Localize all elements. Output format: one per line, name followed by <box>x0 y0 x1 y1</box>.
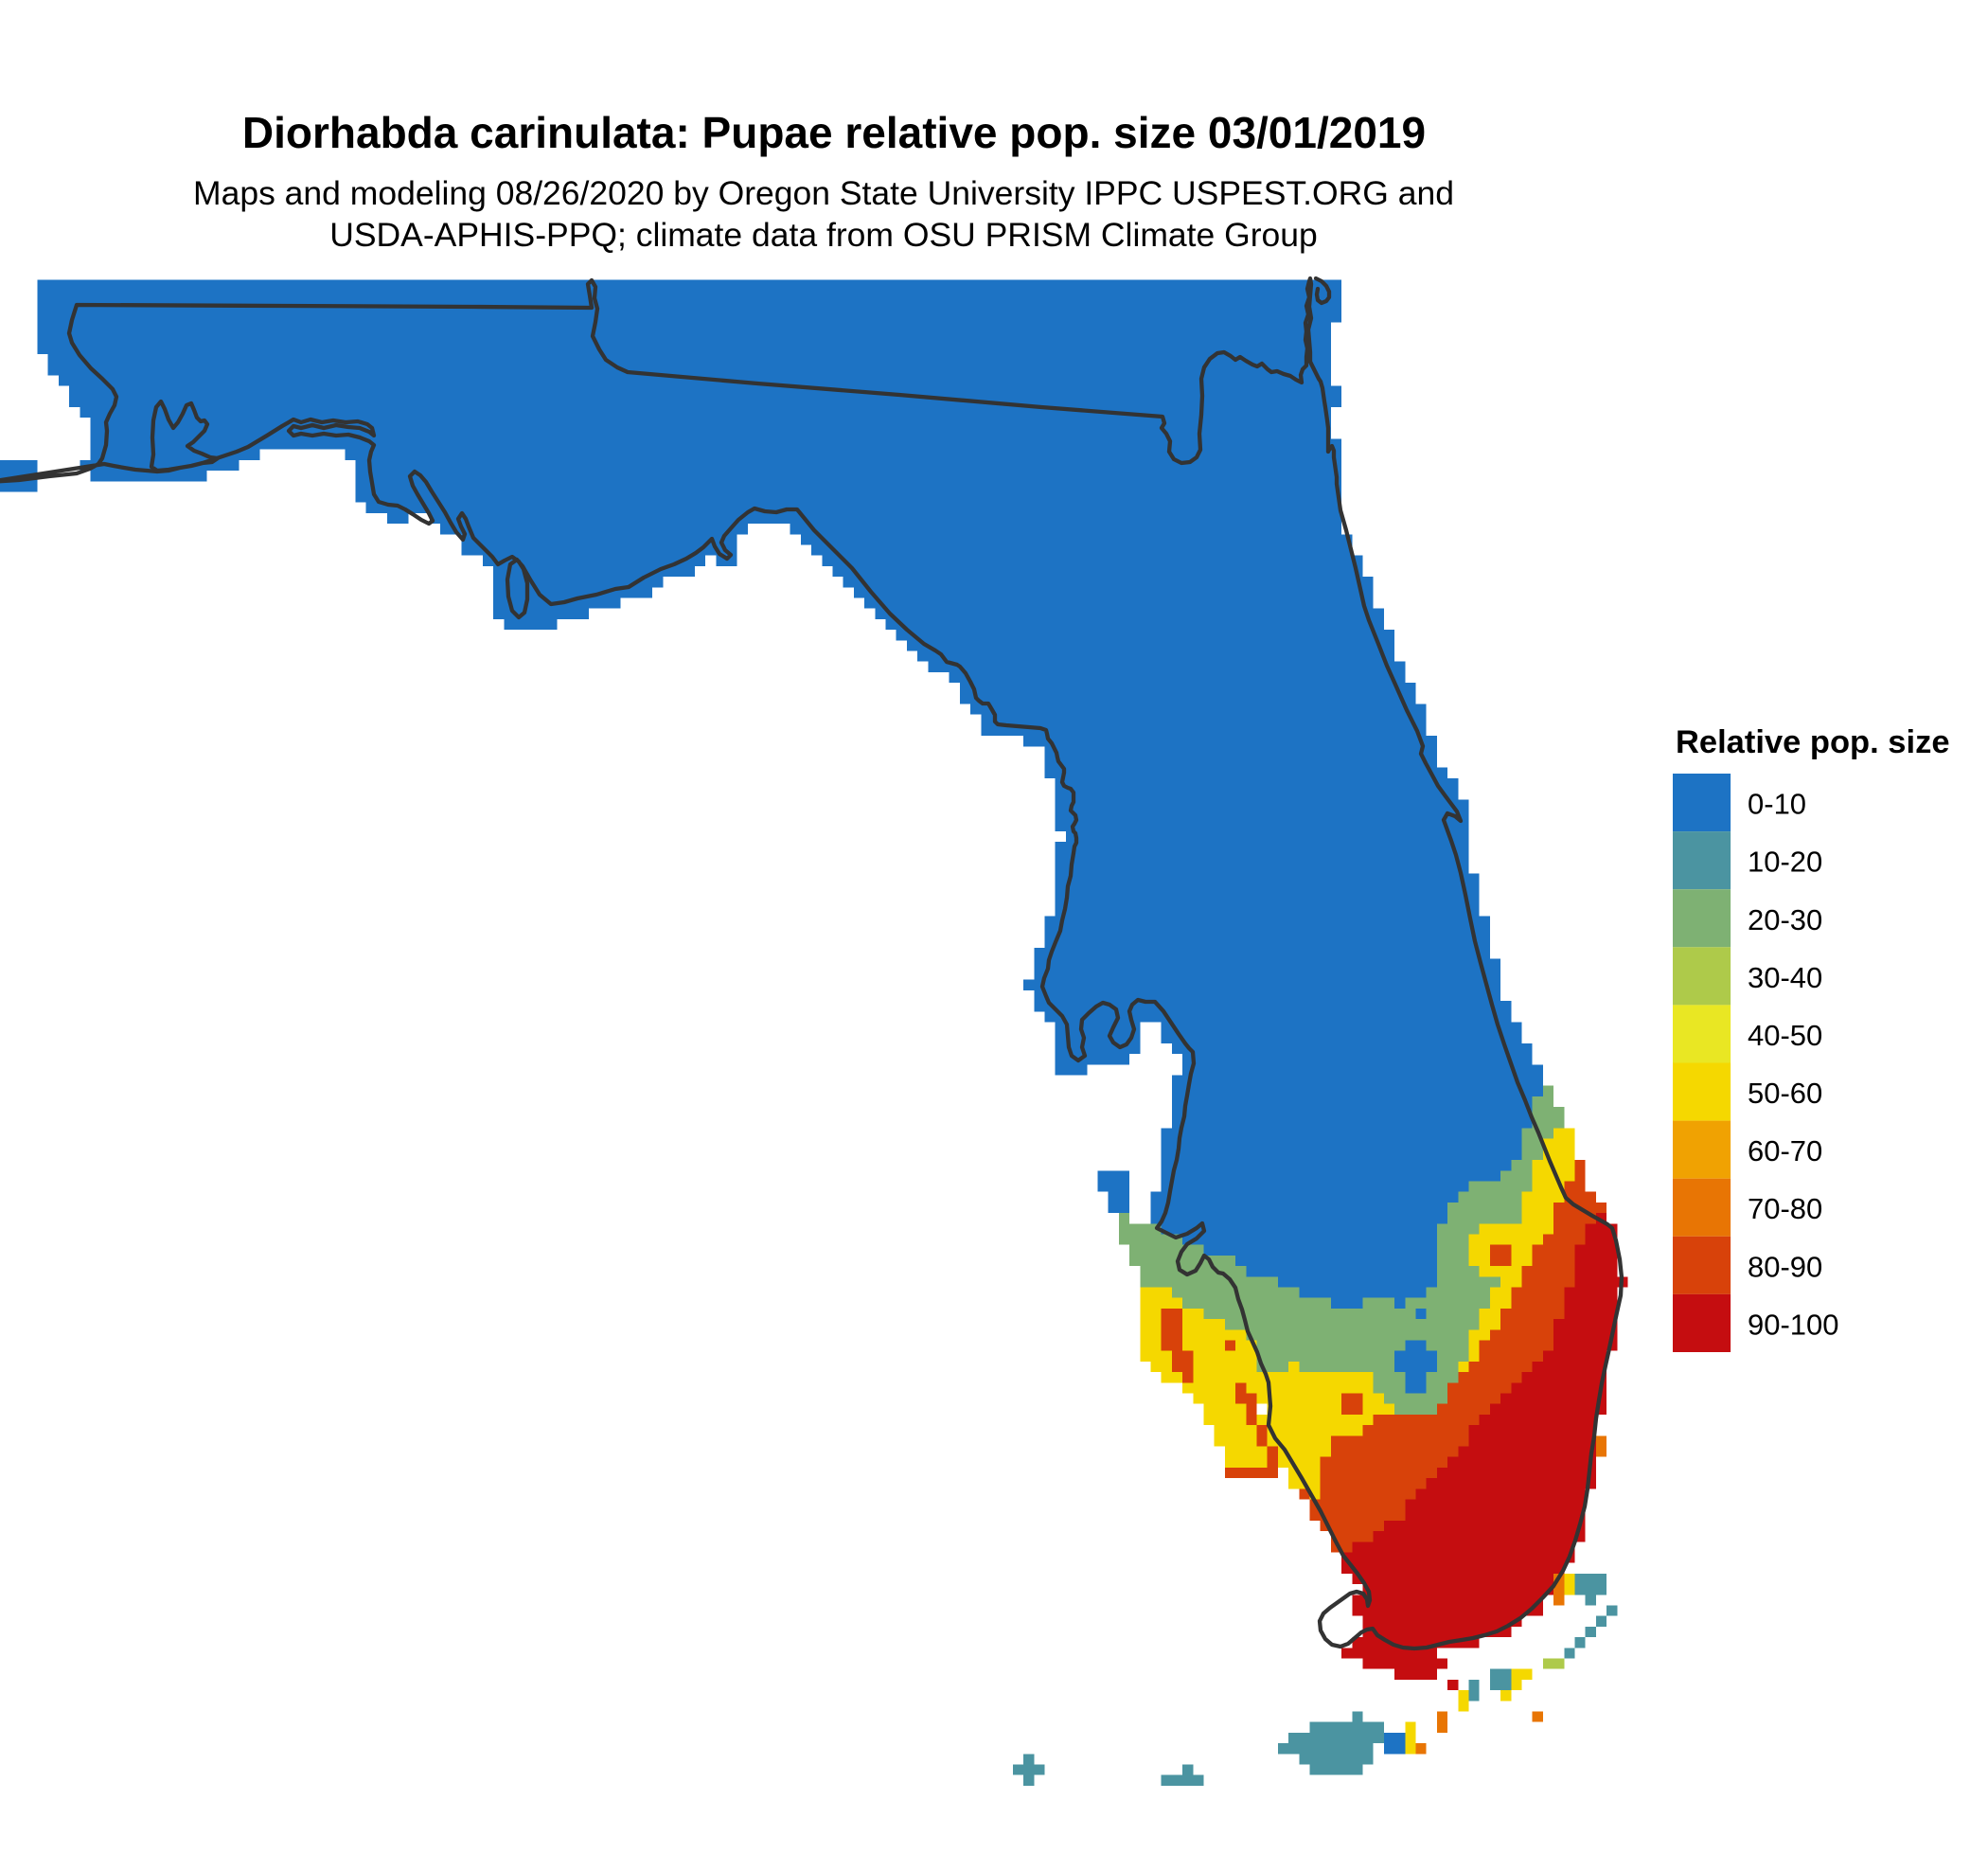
svg-text:10-20: 10-20 <box>1748 846 1822 879</box>
svg-text:80-90: 80-90 <box>1748 1250 1822 1283</box>
svg-text:Diorhabda carinulata: Pupae re: Diorhabda carinulata: Pupae relative pop… <box>242 108 1426 157</box>
svg-text:40-50: 40-50 <box>1748 1019 1822 1052</box>
svg-text:30-40: 30-40 <box>1748 961 1822 994</box>
svg-text:Relative pop. size: Relative pop. size <box>1676 724 1950 760</box>
svg-text:60-70: 60-70 <box>1748 1134 1822 1167</box>
svg-text:USDA-APHIS-PPQ; climate data f: USDA-APHIS-PPQ; climate data from OSU PR… <box>329 216 1318 254</box>
svg-text:50-60: 50-60 <box>1748 1077 1822 1110</box>
svg-text:Maps and modeling 08/26/2020 b: Maps and modeling 08/26/2020 by Oregon S… <box>193 174 1454 212</box>
svg-text:0-10: 0-10 <box>1748 788 1806 821</box>
svg-text:90-100: 90-100 <box>1748 1309 1839 1342</box>
svg-text:20-30: 20-30 <box>1748 903 1822 936</box>
svg-text:70-80: 70-80 <box>1748 1192 1822 1225</box>
